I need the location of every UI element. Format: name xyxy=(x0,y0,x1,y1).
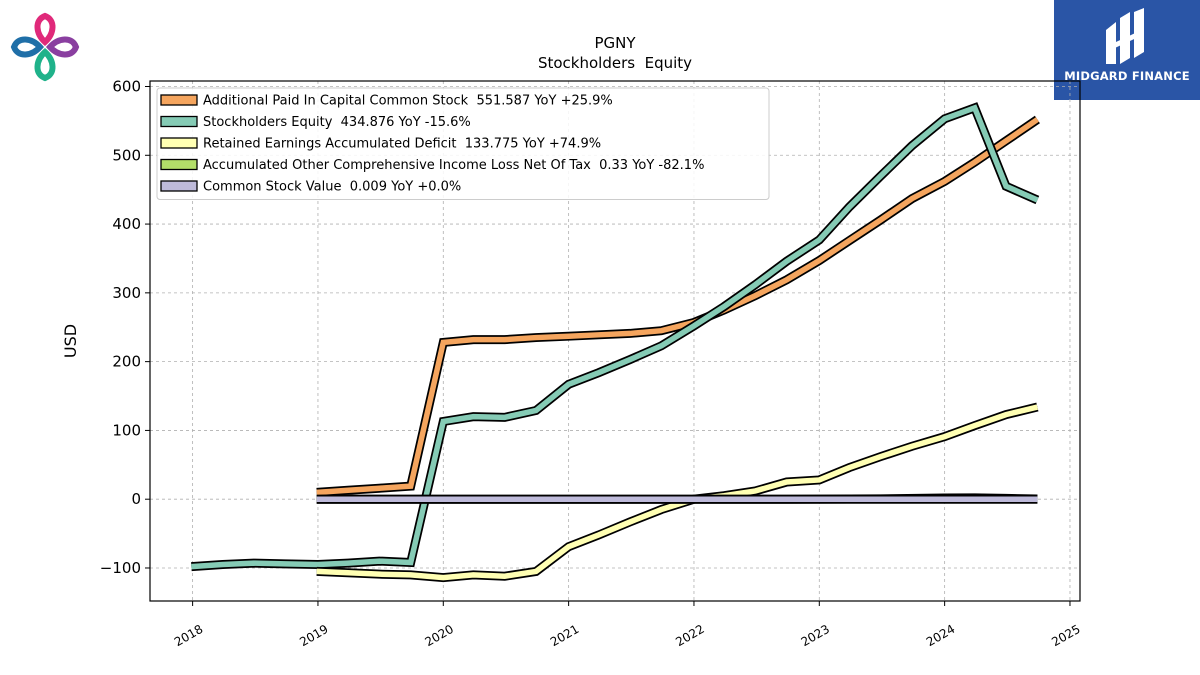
series-line xyxy=(316,117,1039,496)
series-additional-paid-in-capital-common-stock xyxy=(316,115,1040,497)
legend-swatch xyxy=(160,115,198,128)
legend-swatch xyxy=(160,158,198,171)
legend-label: Additional Paid In Capital Common Stock … xyxy=(203,94,613,109)
y-tick-label: −100 xyxy=(100,559,141,577)
x-tick-label: 2018 xyxy=(172,622,205,649)
x-axis: 2018 2019 2020 2021 2022 2023 2024 2025 xyxy=(172,601,1083,649)
y-tick-label: 300 xyxy=(112,284,141,302)
y-tick-label: 500 xyxy=(112,146,141,164)
y-axis: 600 500 400 300 200 100 0 −100 xyxy=(100,78,150,577)
x-tick-label: 2024 xyxy=(924,622,957,649)
chart-subtitle: Stockholders Equity xyxy=(538,54,692,72)
series-layer xyxy=(191,102,1040,583)
x-tick-label: 2023 xyxy=(799,622,832,649)
series-retained-earnings-accumulated-deficit xyxy=(316,402,1039,583)
x-tick-label: 2021 xyxy=(548,622,581,649)
legend-label: Stockholders Equity 434.876 YoY -15.6% xyxy=(203,115,471,130)
legend-swatch xyxy=(160,137,198,149)
brand-logo-icon xyxy=(10,12,80,82)
legend-label: Retained Earnings Accumulated Deficit 13… xyxy=(203,137,601,152)
legend: Additional Paid In Capital Common Stock … xyxy=(156,87,770,200)
logo-petal-left xyxy=(10,36,45,58)
brand-mark-icon xyxy=(1106,8,1144,64)
y-tick-label: 400 xyxy=(112,215,141,233)
legend-label: Common Stock Value 0.009 YoY +0.0% xyxy=(203,180,461,195)
logo-petal-bottom xyxy=(34,47,56,82)
chart-title: PGNY xyxy=(594,34,636,52)
x-tick-label: 2025 xyxy=(1049,622,1082,649)
logo-petal-top xyxy=(34,12,56,47)
x-tick-label: 2022 xyxy=(673,622,706,649)
y-tick-label: 100 xyxy=(112,421,141,439)
legend-box xyxy=(156,87,770,200)
logo-petal-right xyxy=(45,36,80,58)
legend-label: Accumulated Other Comprehensive Income L… xyxy=(203,158,704,173)
x-tick-label: 2019 xyxy=(297,622,330,649)
x-tick-label: 2020 xyxy=(423,622,456,649)
series-stockholders-equity xyxy=(191,102,1040,572)
y-tick-label: 200 xyxy=(112,353,141,371)
brand-name: MIDGARD FINANCE xyxy=(1064,69,1190,83)
brand-badge: MIDGARD FINANCE xyxy=(1054,0,1200,100)
legend-swatch xyxy=(160,94,198,106)
legend-swatch xyxy=(160,180,198,192)
series-line xyxy=(316,404,1039,581)
y-tick-label: 0 xyxy=(131,490,141,508)
y-tick-label: 600 xyxy=(112,78,141,96)
plot-frame xyxy=(149,80,1081,602)
y-axis-label: USD xyxy=(61,324,80,358)
series-line xyxy=(191,104,1039,570)
